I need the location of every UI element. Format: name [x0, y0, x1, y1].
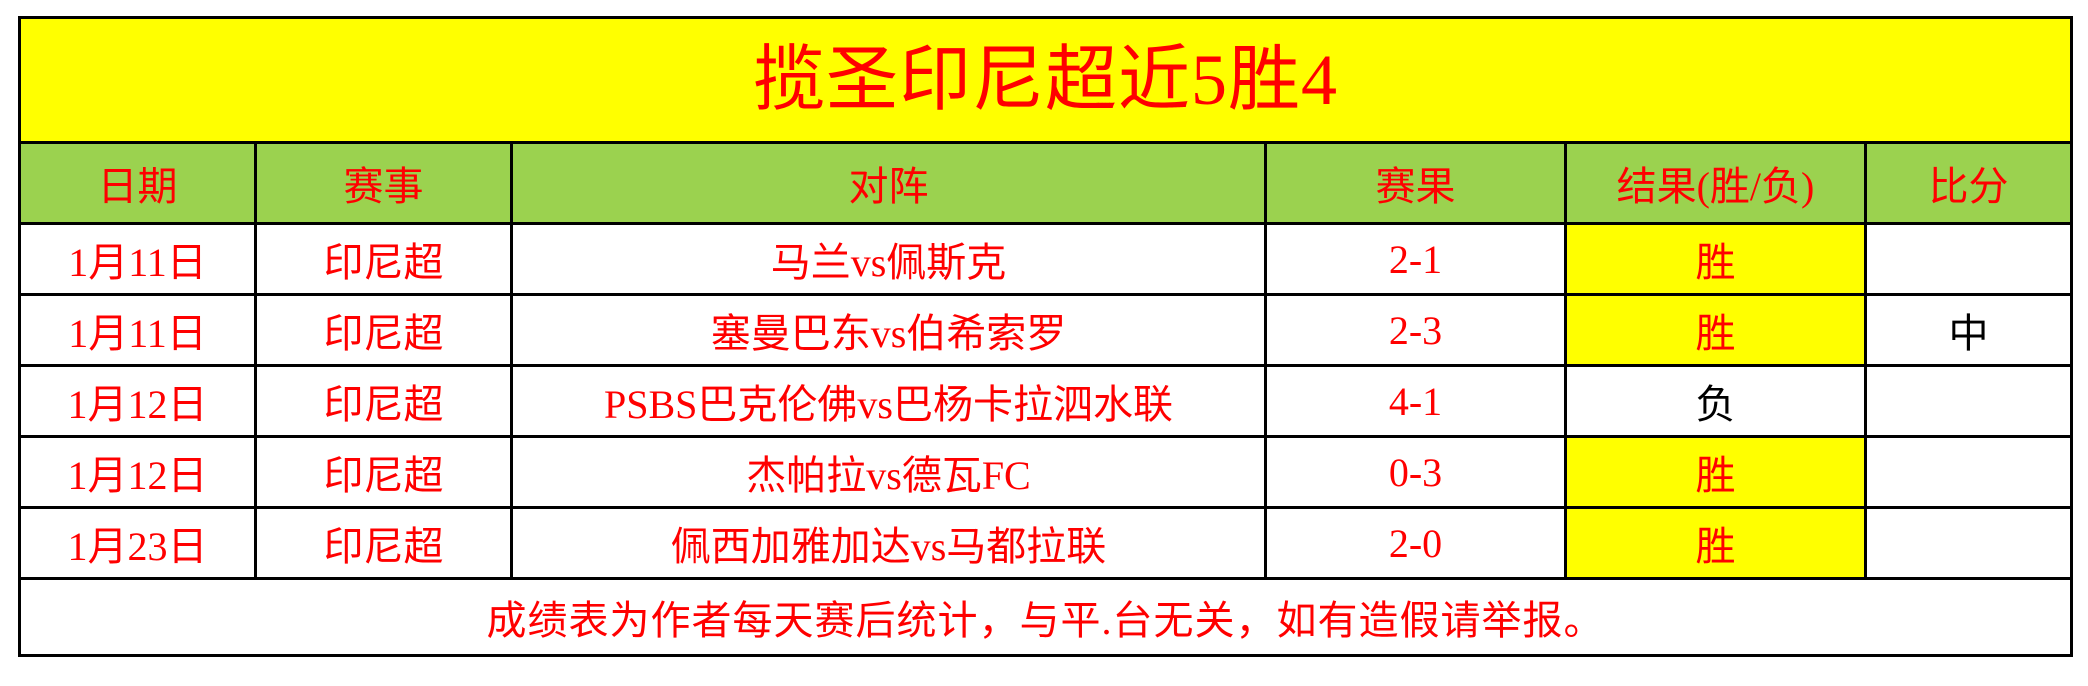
- match-record-table: 揽圣印尼超近5胜4 日期 赛事 对阵 赛果 结果(胜/负) 比分 1月11日 印…: [17, 16, 2074, 657]
- cell-league: 印尼超: [254, 435, 513, 509]
- cell-match: PSBS巴克伦佛vs巴杨卡拉泗水联: [510, 364, 1267, 438]
- cell-date: 1月12日: [18, 364, 257, 438]
- cell-score: 2-3: [1264, 293, 1567, 367]
- cell-result: 胜: [1564, 293, 1867, 367]
- cell-score: 0-3: [1264, 435, 1567, 509]
- table-header-row: 日期 赛事 对阵 赛果 结果(胜/负) 比分: [18, 141, 2074, 225]
- cell-match: 佩西加雅加达vs马都拉联: [510, 506, 1267, 580]
- table-row: 1月12日 印尼超 杰帕拉vs德瓦FC 0-3 胜: [18, 435, 2074, 509]
- cell-points: [1863, 222, 2074, 296]
- cell-score: 2-0: [1264, 506, 1567, 580]
- column-header-score: 赛果: [1264, 141, 1567, 225]
- cell-match: 杰帕拉vs德瓦FC: [510, 435, 1267, 509]
- cell-score: 4-1: [1264, 364, 1567, 438]
- cell-match: 塞曼巴东vs伯希索罗: [510, 293, 1267, 367]
- cell-date: 1月23日: [18, 506, 257, 580]
- page-title: 揽圣印尼超近5胜4: [17, 16, 2074, 144]
- cell-points: 中: [1863, 293, 2074, 367]
- table-row: 1月11日 印尼超 塞曼巴东vs伯希索罗 2-3 胜 中: [18, 293, 2074, 367]
- column-header-result: 结果(胜/负): [1564, 141, 1867, 225]
- cell-date: 1月12日: [18, 435, 257, 509]
- cell-points: [1863, 506, 2074, 580]
- cell-result: 负: [1564, 364, 1867, 438]
- column-header-points: 比分: [1863, 141, 2074, 225]
- cell-result: 胜: [1564, 435, 1867, 509]
- column-header-match: 对阵: [510, 141, 1267, 225]
- cell-league: 印尼超: [254, 506, 513, 580]
- cell-date: 1月11日: [18, 293, 257, 367]
- footer-note-row: 成绩表为作者每天赛后统计，与平.台无关，如有造假请举报。: [17, 577, 2074, 657]
- cell-score: 2-1: [1264, 222, 1567, 296]
- cell-points: [1863, 364, 2074, 438]
- table-row: 1月23日 印尼超 佩西加雅加达vs马都拉联 2-0 胜: [18, 506, 2074, 580]
- cell-league: 印尼超: [254, 364, 513, 438]
- disclaimer-note: 成绩表为作者每天赛后统计，与平.台无关，如有造假请举报。: [17, 577, 2074, 657]
- title-row: 揽圣印尼超近5胜4: [17, 16, 2074, 144]
- table-row: 1月12日 印尼超 PSBS巴克伦佛vs巴杨卡拉泗水联 4-1 负: [18, 364, 2074, 438]
- cell-league: 印尼超: [254, 222, 513, 296]
- cell-league: 印尼超: [254, 293, 513, 367]
- cell-result: 胜: [1564, 222, 1867, 296]
- cell-result: 胜: [1564, 506, 1867, 580]
- cell-points: [1863, 435, 2074, 509]
- column-header-date: 日期: [18, 141, 257, 225]
- cell-match: 马兰vs佩斯克: [510, 222, 1267, 296]
- column-header-league: 赛事: [254, 141, 513, 225]
- cell-date: 1月11日: [18, 222, 257, 296]
- table-row: 1月11日 印尼超 马兰vs佩斯克 2-1 胜: [18, 222, 2074, 296]
